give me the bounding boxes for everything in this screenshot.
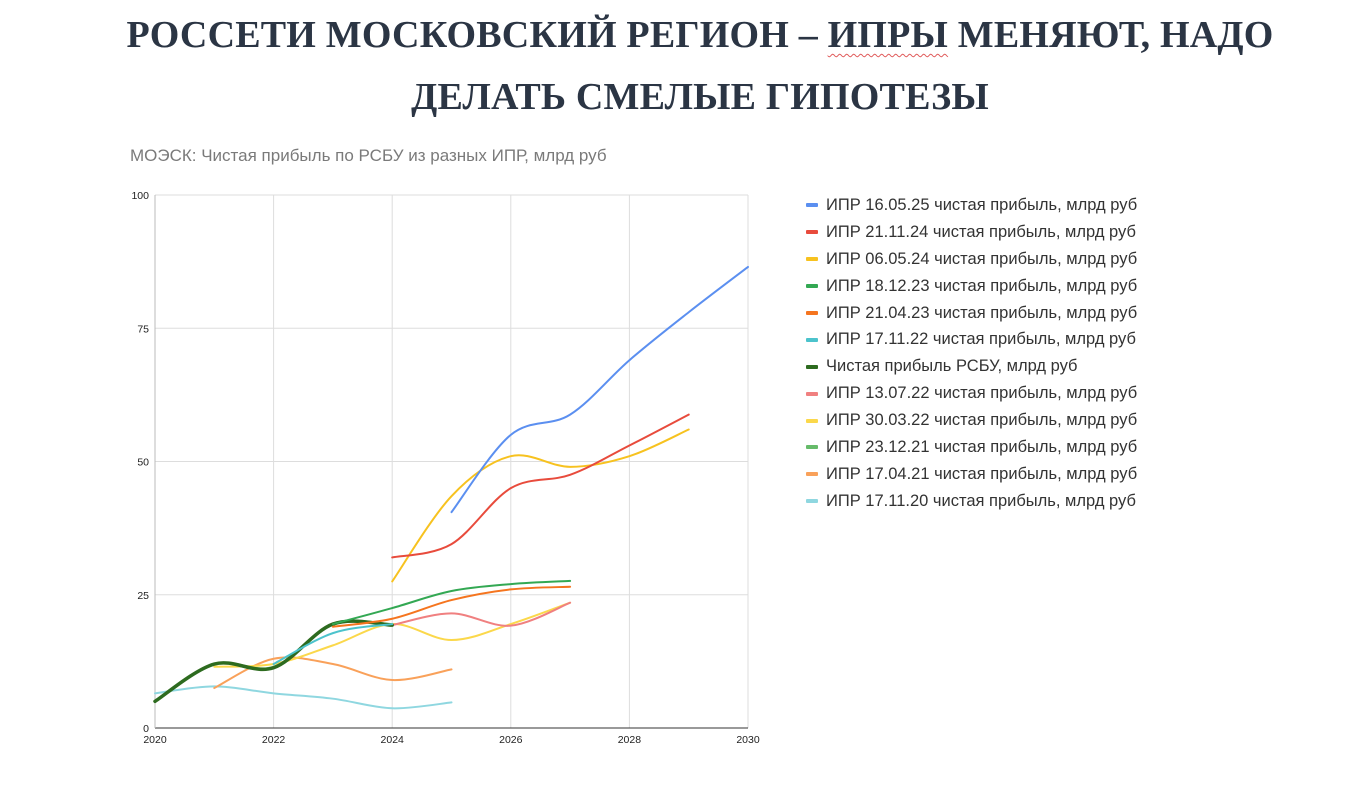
- x-tick-label: 2022: [262, 734, 286, 746]
- y-tick-label: 100: [131, 190, 149, 202]
- legend-label: ИПР 06.05.24 чистая прибыль, млрд руб: [826, 249, 1138, 268]
- legend-swatch: [806, 391, 818, 396]
- chart-title: МОЭСК: Чистая прибыль по РСБУ из разных …: [130, 146, 607, 165]
- title-line-1: РОССЕТИ МОСКОВСКИЙ РЕГИОН – ИПРЫ МЕНЯЮТ,…: [40, 4, 1354, 66]
- legend-label: ИПР 18.12.23 чистая прибыль, млрд руб: [826, 276, 1138, 295]
- legend-swatch: [806, 257, 818, 262]
- legend-item: ИПР 23.12.21 чистая прибыль, млрд руб: [806, 434, 1137, 461]
- legend-swatch: [806, 364, 818, 369]
- legend-label: ИПР 17.11.20 чистая прибыль, млрд руб: [826, 491, 1136, 510]
- series-line: [391, 413, 690, 559]
- legend-item: ИПР 18.12.23 чистая прибыль, млрд руб: [806, 273, 1137, 300]
- legend-label: ИПР 17.11.22 чистая прибыль, млрд руб: [826, 330, 1136, 349]
- title-part-a: РОССЕТИ МОСКОВСКИЙ РЕГИОН –: [126, 14, 828, 56]
- legend-label: ИПР 30.03.22 чистая прибыль, млрд руб: [826, 411, 1138, 430]
- chart-legend: ИПР 16.05.25 чистая прибыль, млрд руб ИПР…: [806, 192, 1137, 515]
- legend-label: ИПР 23.12.21 чистая прибыль, млрд руб: [826, 437, 1138, 456]
- legend-item: ИПР 13.07.22 чистая прибыль, млрд руб: [806, 380, 1137, 407]
- legend-swatch: [806, 472, 818, 477]
- legend-swatch: [806, 445, 818, 450]
- title-part-c: МЕНЯЮТ, НАДО: [948, 14, 1274, 56]
- x-tick-label: 2030: [736, 734, 760, 746]
- legend-label: ИПР 21.04.23 чистая прибыль, млрд руб: [826, 303, 1138, 322]
- legend-swatch: [806, 311, 818, 315]
- y-tick-label: 0: [143, 723, 149, 735]
- title-part-b: ИПРЫ: [827, 14, 949, 56]
- legend-label: ИПР 16.05.25 чистая прибыль, млрд руб: [826, 195, 1138, 214]
- x-tick-label: 2020: [143, 734, 167, 746]
- legend-label: ИПР 17.04.21 чистая прибыль, млрд руб: [826, 464, 1138, 483]
- legend-swatch: [806, 203, 818, 208]
- legend-item: ИПР 06.05.24 чистая прибыль, млрд руб: [806, 246, 1137, 273]
- page-title: РОССЕТИ МОСКОВСКИЙ РЕГИОН – ИПРЫ МЕНЯЮТ,…: [40, 4, 1354, 128]
- legend-item: ИПР 21.11.24 чистая прибыль, млрд руб: [806, 219, 1137, 246]
- y-tick-label: 50: [137, 457, 149, 469]
- legend-swatch: [806, 284, 818, 289]
- series-line: [154, 685, 453, 710]
- legend-item: Чистая прибыль РСБУ, млрд руб: [806, 353, 1137, 380]
- series-line: [391, 428, 690, 583]
- x-tick-label: 2024: [381, 734, 405, 746]
- title-line-2: ДЕЛАТЬ СМЕЛЫЕ ГИПОТЕЗЫ: [411, 76, 989, 118]
- series-line: [331, 585, 572, 628]
- series-line: [272, 623, 394, 666]
- legend-swatch: [806, 418, 818, 423]
- series-line: [450, 265, 749, 514]
- series-line: [153, 619, 394, 704]
- x-tick-label: 2026: [499, 734, 523, 746]
- legend-label: ИПР 21.11.24 чистая прибыль, млрд руб: [826, 222, 1136, 241]
- legend-item: ИПР 16.05.25 чистая прибыль, млрд руб: [806, 192, 1137, 219]
- legend-item: ИПР 17.11.20 чистая прибыль, млрд руб: [806, 488, 1137, 515]
- y-tick-label: 25: [137, 590, 149, 602]
- x-tick-label: 2028: [618, 734, 642, 746]
- legend-label: Чистая прибыль РСБУ, млрд руб: [826, 357, 1078, 376]
- legend-item: ИПР 17.11.22 чистая прибыль, млрд руб: [806, 326, 1137, 353]
- series-line: [331, 579, 572, 626]
- y-tick-label: 75: [137, 323, 149, 335]
- series-line: [213, 656, 453, 690]
- legend-item: ИПР 17.04.21 чистая прибыль, млрд руб: [806, 461, 1137, 488]
- legend-swatch: [806, 230, 818, 235]
- legend-label: ИПР 13.07.22 чистая прибыль, млрд руб: [826, 384, 1138, 403]
- legend-item: ИПР 21.04.23 чистая прибыль, млрд руб: [806, 300, 1137, 327]
- series-line: [391, 601, 572, 627]
- legend-item: ИПР 30.03.22 чистая прибыль, млрд руб: [806, 407, 1137, 434]
- legend-swatch: [806, 499, 818, 504]
- legend-swatch: [806, 337, 818, 342]
